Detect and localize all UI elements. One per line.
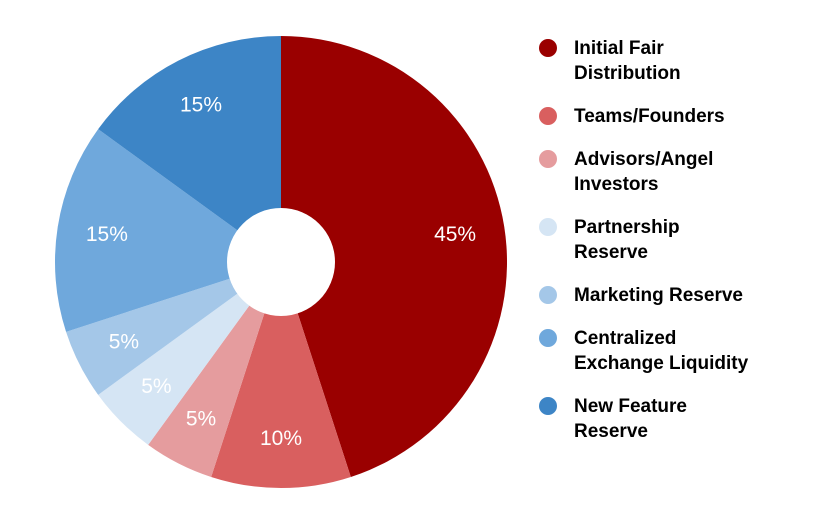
pie-slice-initial-fair-distribution [281, 36, 508, 477]
slice-percent-label-initial-fair-distribution: 45% [434, 223, 476, 246]
legend-label-line: Investors [574, 174, 659, 195]
legend-swatch-icon [539, 286, 557, 304]
legend-item-partnership-reserve: Partnership Reserve [539, 215, 809, 265]
legend-swatch-icon [539, 397, 557, 415]
pie-slice-partnership-reserve [98, 262, 281, 445]
legend-swatch-icon [539, 218, 557, 236]
legend-item-centralized-exchange-liquidity: Centralized Exchange Liquidity [539, 326, 809, 376]
legend-label-line: Partnership [574, 217, 680, 238]
slice-percent-label-marketing-reserve: 5% [109, 331, 139, 354]
legend-label: Marketing Reserve [574, 283, 743, 308]
legend-item-teams-founders: Teams/Founders [539, 104, 809, 129]
slice-percent-label-partnership-reserve: 5% [141, 375, 171, 398]
legend-label-line: Marketing Reserve [574, 285, 743, 306]
legend-item-initial-fair-distribution: Initial Fair Distribution [539, 36, 809, 86]
pie-slice-new-feature-reserve [98, 35, 281, 262]
legend-label: Partnership Reserve [574, 215, 680, 265]
legend-label-line: New Feature [574, 396, 687, 417]
legend-label-line: Teams/Founders [574, 106, 725, 127]
legend-item-new-feature-reserve: New Feature Reserve [539, 394, 809, 444]
pie-slice-marketing-reserve [66, 262, 281, 395]
legend-item-marketing-reserve: Marketing Reserve [539, 283, 809, 308]
slice-percent-label-teams-founders: 10% [260, 427, 302, 450]
donut-hole [227, 208, 335, 316]
legend-label: Teams/Founders [574, 104, 725, 129]
chart-legend: Initial Fair Distribution Teams/Founders Ad… [539, 36, 809, 444]
legend-label: Initial Fair Distribution [574, 36, 681, 86]
slice-percent-label-new-feature-reserve: 15% [180, 93, 222, 116]
legend-label-line: Reserve [574, 242, 648, 263]
pie-slice-advisors-angel-investors [148, 262, 281, 477]
legend-label-line: Exchange Liquidity [574, 353, 749, 374]
slice-percent-label-centralized-exchange-liquidity: 15% [86, 223, 128, 246]
legend-swatch-icon [539, 329, 557, 347]
pie-slice-teams-founders [211, 262, 351, 489]
legend-label-line: Distribution [574, 63, 681, 84]
legend-label-line: Initial Fair [574, 38, 664, 59]
legend-label: Advisors/Angel Investors [574, 147, 713, 197]
legend-label: Centralized Exchange Liquidity [574, 326, 748, 376]
legend-swatch-icon [539, 107, 557, 125]
legend-swatch-icon [539, 150, 557, 168]
pie-slice-centralized-exchange-liquidity [54, 129, 282, 332]
legend-label-line: Advisors/Angel [574, 149, 714, 170]
legend-item-advisors-angel-investors: Advisors/Angel Investors [539, 147, 809, 197]
slice-percent-label-advisors-angel-investors: 5% [186, 408, 216, 431]
legend-swatch-icon [539, 39, 557, 57]
legend-label-line: Centralized [574, 328, 677, 349]
legend-label-line: Reserve [574, 421, 648, 442]
legend-label: New Feature Reserve [574, 394, 687, 444]
